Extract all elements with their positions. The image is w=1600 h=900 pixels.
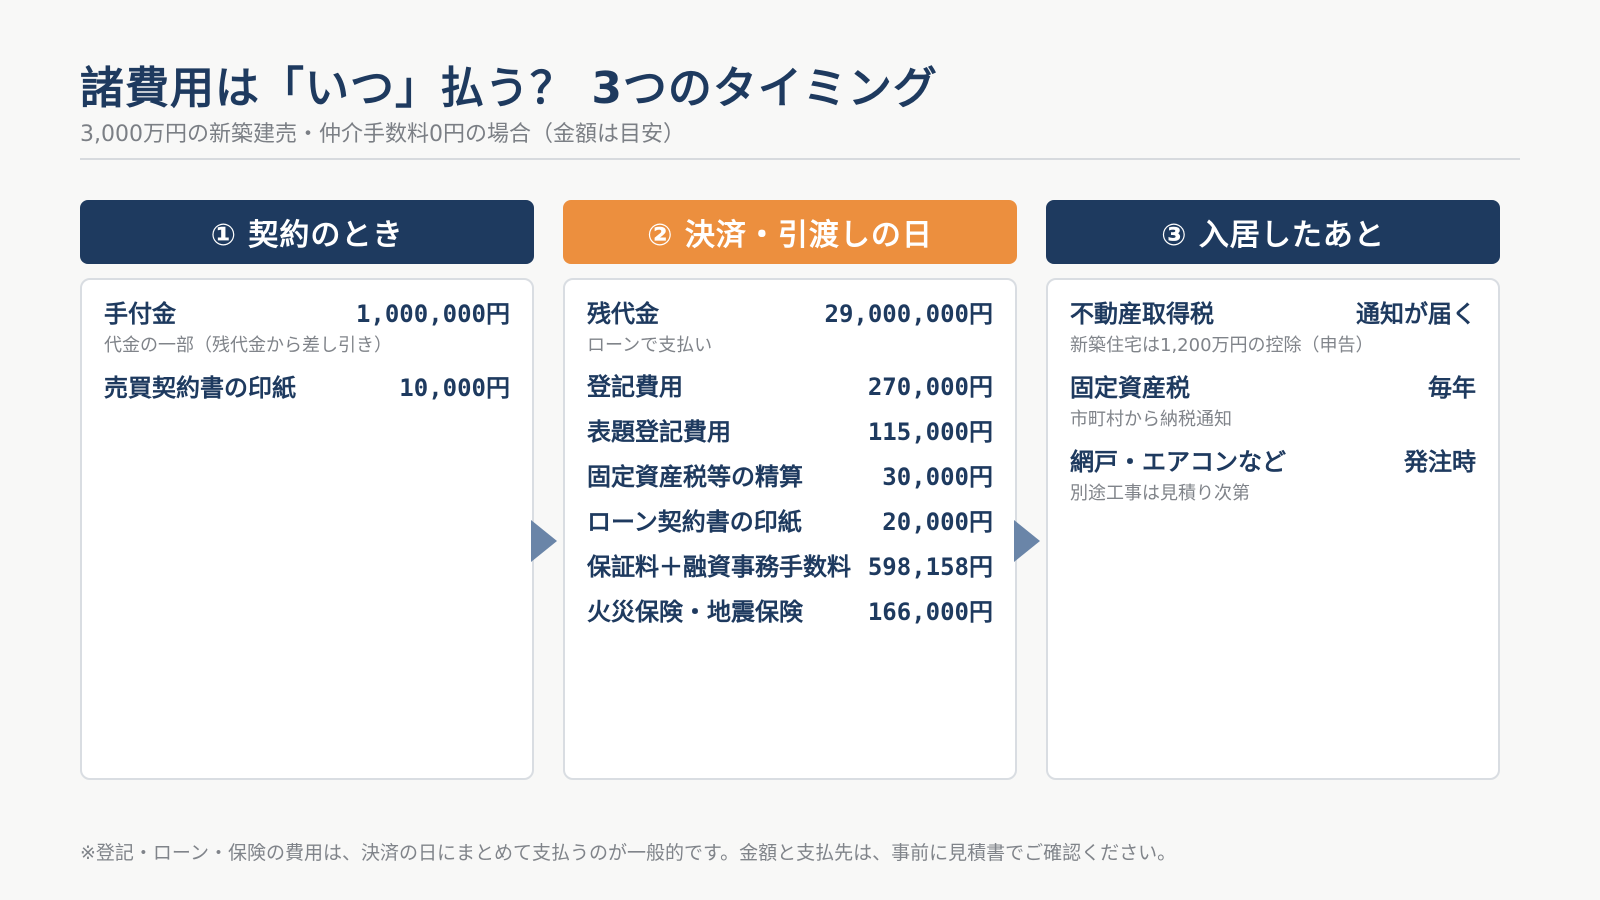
arrow-right-icon — [1014, 520, 1040, 562]
list-item: 手付金 1,000,000円 代金の一部（残代金から差し引き） — [104, 298, 510, 358]
column-contract: ① 契約のとき 手付金 1,000,000円 代金の一部（残代金から差し引き） … — [80, 200, 534, 780]
list-item: 残代金 29,000,000円 ローンで支払い — [587, 298, 993, 358]
item-note: ローンで支払い — [587, 335, 713, 356]
item-label: 表題登記費用 — [587, 418, 731, 446]
footnote: ※登記・ローン・保険の費用は、決済の日にまとめて支払うのが一般的です。金額と支払… — [80, 842, 1177, 864]
item-label: 登記費用 — [587, 373, 683, 401]
item-note: 市町村から納税通知 — [1070, 409, 1232, 430]
item-note: 代金の一部（残代金から差し引き） — [104, 335, 392, 356]
column-heading: ① 契約のとき — [80, 200, 534, 264]
item-label: 残代金 — [587, 300, 659, 328]
item-amount: 270,000円 — [867, 373, 993, 401]
list-item: 保証料＋融資事務手数料 598,158円 — [587, 551, 993, 583]
item-amount: 1,000,000円 — [355, 300, 510, 328]
column-heading: ② 決済・引渡しの日 — [563, 200, 1017, 264]
item-label: 網戸・エアコンなど — [1070, 448, 1286, 476]
item-label: 不動産取得税 — [1070, 300, 1214, 328]
column-heading: ③ 入居したあと — [1046, 200, 1500, 264]
item-note: 新築住宅は1,200万円の控除（申告） — [1070, 335, 1374, 356]
item-amount: 30,000円 — [882, 463, 993, 491]
item-label: 火災保険・地震保険 — [587, 598, 803, 626]
item-label: 保証料＋融資事務手数料 — [587, 553, 851, 581]
item-label: 手付金 — [104, 300, 176, 328]
list-item: 登記費用 270,000円 — [587, 371, 993, 403]
arrow-right-icon — [531, 520, 557, 562]
item-amount: 29,000,000円 — [824, 300, 994, 328]
item-timing: 発注時 — [1404, 448, 1476, 476]
header-divider — [80, 158, 1520, 160]
list-item: 火災保険・地震保険 166,000円 — [587, 596, 993, 628]
item-amount: 20,000円 — [882, 508, 993, 536]
item-amount: 10,000円 — [399, 374, 510, 402]
item-label: ローン契約書の印紙 — [587, 508, 802, 536]
page-title: 諸費用は「いつ」払う？ 3つのタイミング — [80, 63, 938, 114]
item-amount: 115,000円 — [867, 418, 993, 446]
item-timing: 毎年 — [1428, 374, 1476, 402]
list-item: 表題登記費用 115,000円 — [587, 416, 993, 448]
list-item: 売買契約書の印紙 10,000円 — [104, 372, 510, 404]
list-item: 網戸・エアコンなど 発注時 別途工事は見積り次第 — [1070, 446, 1476, 506]
page-subtitle: 3,000万円の新築建売・仲介手数料0円の場合（金額は目安） — [80, 122, 685, 147]
item-amount: 598,158円 — [867, 553, 993, 581]
column-after-move-in: ③ 入居したあと 不動産取得税 通知が届く 新築住宅は1,200万円の控除（申告… — [1046, 200, 1500, 780]
item-timing: 通知が届く — [1356, 300, 1476, 328]
item-label: 固定資産税 — [1070, 374, 1190, 402]
item-label: 固定資産税等の精算 — [587, 463, 803, 491]
column-card: 手付金 1,000,000円 代金の一部（残代金から差し引き） 売買契約書の印紙… — [80, 278, 534, 780]
list-item: 固定資産税等の精算 30,000円 — [587, 461, 993, 493]
list-item: 不動産取得税 通知が届く 新築住宅は1,200万円の控除（申告） — [1070, 298, 1476, 358]
item-label: 売買契約書の印紙 — [104, 374, 296, 402]
item-amount: 166,000円 — [867, 598, 993, 626]
item-note: 別途工事は見積り次第 — [1070, 483, 1250, 504]
column-card: 残代金 29,000,000円 ローンで支払い 登記費用 270,000円 表題… — [563, 278, 1017, 780]
column-card: 不動産取得税 通知が届く 新築住宅は1,200万円の控除（申告） 固定資産税 毎… — [1046, 278, 1500, 780]
list-item: 固定資産税 毎年 市町村から納税通知 — [1070, 372, 1476, 432]
column-settlement: ② 決済・引渡しの日 残代金 29,000,000円 ローンで支払い 登記費用 … — [563, 200, 1017, 780]
list-item: ローン契約書の印紙 20,000円 — [587, 506, 993, 538]
